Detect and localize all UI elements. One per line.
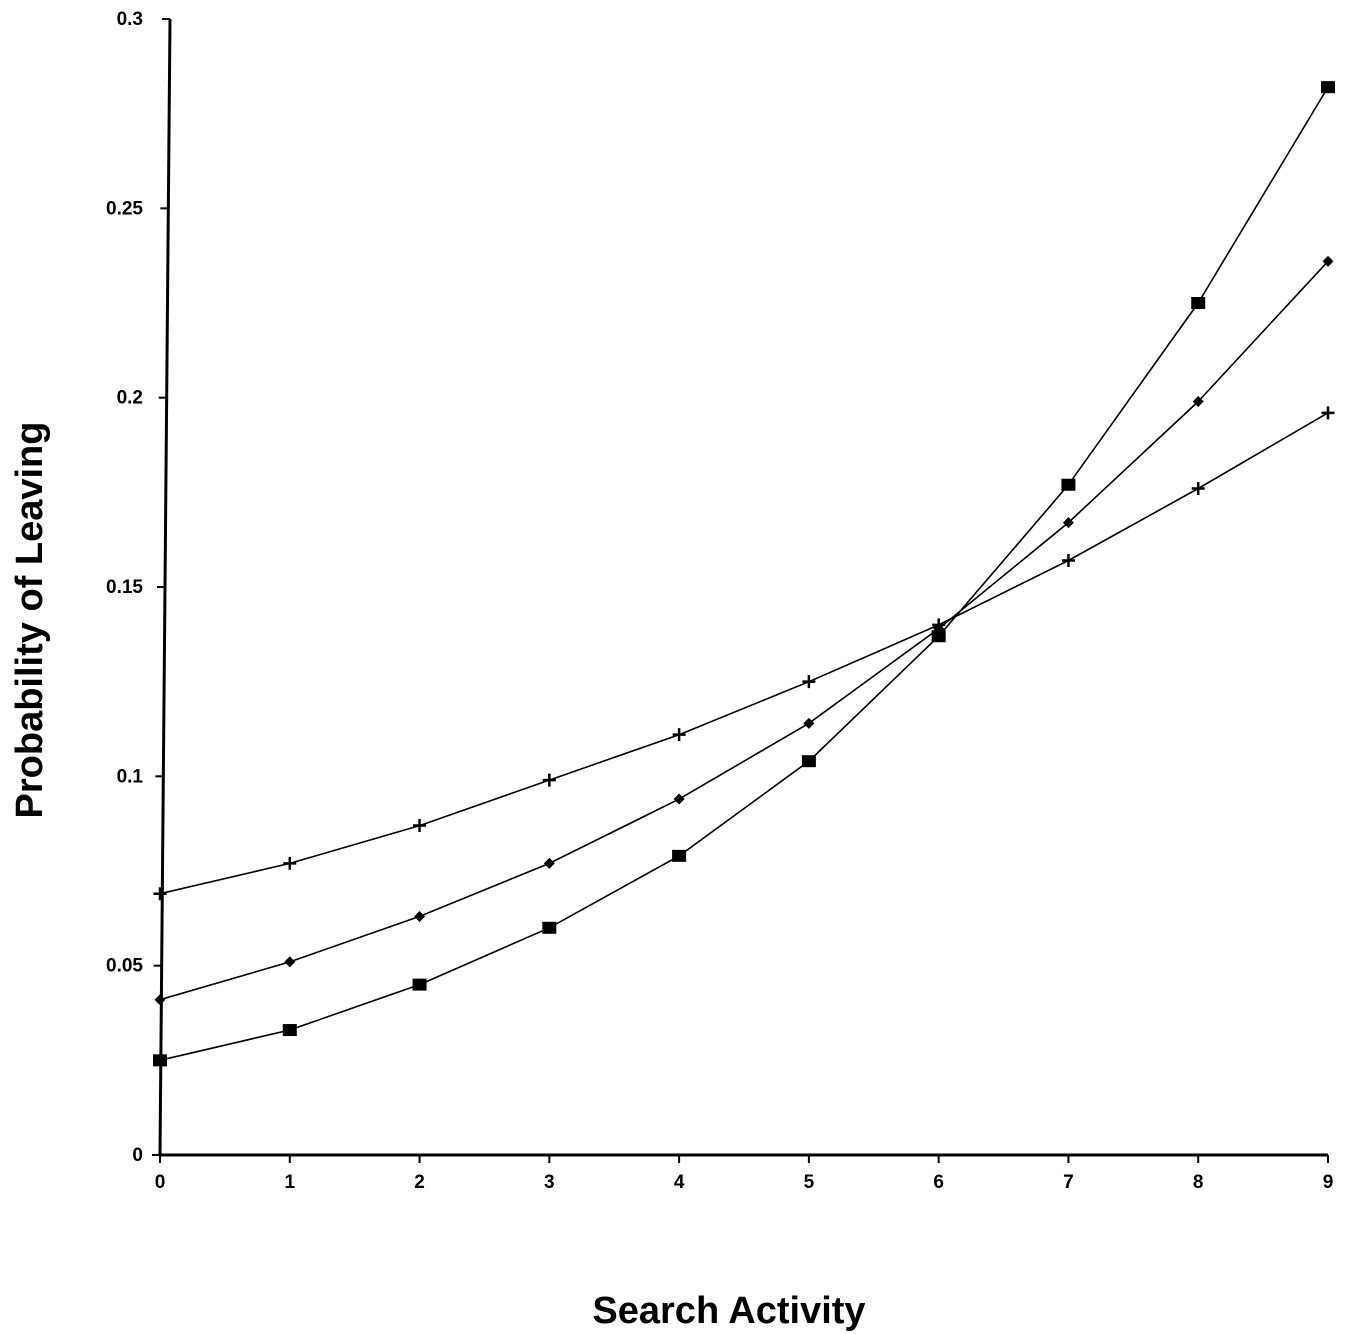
plot-area	[158, 18, 1328, 1157]
data-point-diamond	[154, 994, 166, 1006]
x-tick-label: 8	[1193, 1172, 1204, 1193]
data-point-square	[672, 849, 687, 862]
data-point-square	[282, 1024, 297, 1037]
data-point-diamond	[803, 717, 815, 729]
series-plus	[153, 406, 1335, 901]
data-point-plus	[672, 728, 686, 742]
x-tick-label: 1	[284, 1172, 295, 1193]
data-point-plus	[932, 618, 946, 632]
data-point-square	[801, 755, 816, 768]
data-point-square	[542, 921, 557, 934]
y-tick-label: 0.3	[117, 9, 143, 30]
x-tick-label: 4	[674, 1172, 685, 1193]
data-point-diamond	[1192, 395, 1204, 407]
series-diamond	[154, 255, 1334, 1006]
x-tick-label: 7	[1063, 1172, 1074, 1193]
y-tick-label: 0.25	[106, 198, 143, 219]
data-point-plus	[1191, 482, 1205, 496]
data-point-square	[1061, 478, 1076, 491]
series-line-plus	[159, 412, 1329, 895]
y-tick-label: 0.15	[106, 577, 143, 598]
y-tick-label: 0.1	[117, 766, 144, 787]
y-axis-title: Probability of Leaving	[9, 422, 51, 819]
data-point-square	[1191, 297, 1206, 309]
data-point-plus	[413, 819, 427, 833]
x-tick-label: 5	[804, 1172, 815, 1193]
data-point-diamond	[1322, 255, 1334, 267]
x-tick-label: 6	[933, 1172, 944, 1193]
data-point-square	[931, 630, 946, 643]
data-point-square	[412, 978, 427, 991]
y-tick-label: 0.2	[117, 388, 143, 409]
x-axis-ticks: 0 1 2 3 4 5 6 7 8 9	[155, 1155, 1334, 1193]
x-tick-label: 3	[544, 1172, 555, 1193]
data-point-plus	[153, 887, 167, 901]
series-square	[153, 81, 1335, 1067]
series-layer	[153, 81, 1335, 1067]
data-point-square	[153, 1054, 167, 1067]
data-point-diamond	[1062, 517, 1074, 529]
data-point-diamond	[543, 857, 555, 869]
data-point-diamond	[673, 793, 685, 805]
data-point-square	[1321, 81, 1335, 94]
x-tick-label: 0	[155, 1172, 166, 1193]
data-point-plus	[283, 856, 297, 870]
series-line-diamond	[159, 260, 1329, 1001]
x-tick-label: 9	[1323, 1172, 1334, 1193]
data-point-diamond	[414, 910, 426, 922]
data-point-plus	[802, 675, 816, 689]
series-line-square	[159, 86, 1329, 1062]
y-tick-label: 0.05	[106, 956, 143, 977]
x-axis-title: Search Activity	[592, 1290, 865, 1332]
x-tick-label: 2	[414, 1172, 425, 1193]
data-point-plus	[1321, 406, 1335, 420]
data-point-plus	[1061, 553, 1075, 567]
y-axis-ticks: 0 0.05 0.1 0.15 0.2 0.25 0.3	[106, 9, 170, 1166]
data-point-plus	[542, 773, 556, 787]
y-tick-label: 0	[132, 1145, 143, 1166]
data-point-diamond	[284, 956, 296, 968]
